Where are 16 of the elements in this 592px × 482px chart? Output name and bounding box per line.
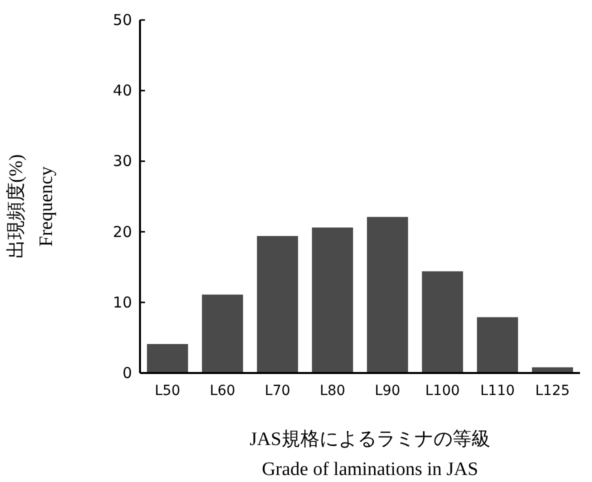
x-tick-label: L50 (154, 383, 180, 399)
y-tick-label: 50 (112, 11, 132, 29)
y-tick-label: 20 (112, 222, 132, 241)
x-tick-label: L90 (374, 383, 400, 399)
x-axis-title: JAS規格によるラミナの等級 Grade of laminations in JAS (250, 429, 490, 480)
y-tick-label: 0 (122, 364, 132, 382)
x-tick-label: L100 (425, 383, 460, 399)
y-tick-label: 30 (112, 152, 132, 170)
y-tick-label: 40 (112, 82, 132, 100)
y-axis-title: 出現頻度(%) Frequency (5, 154, 57, 259)
x-tick-label: L125 (535, 383, 570, 399)
x-tick-label: L60 (210, 383, 236, 399)
x-tick-label: L110 (480, 383, 515, 399)
y-tick-label: 10 (112, 293, 132, 312)
x-tick-label: L70 (264, 383, 290, 399)
x-tick-label: L80 (320, 383, 346, 399)
